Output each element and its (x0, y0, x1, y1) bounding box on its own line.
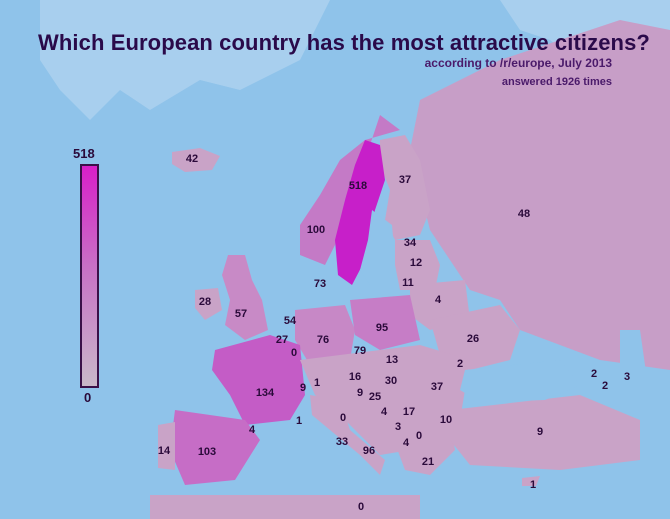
value-label-uk: 57 (235, 308, 247, 320)
value-label-estonia: 34 (404, 237, 417, 249)
value-label-russia: 48 (518, 208, 530, 220)
value-label-italy: 33 (336, 436, 348, 448)
value-label-georgia: 2 (591, 368, 597, 380)
value-label-poland: 95 (376, 322, 388, 334)
response-count: answered 1926 times (501, 76, 612, 88)
value-label-greece: 21 (422, 456, 434, 468)
value-label-bulgaria: 10 (440, 414, 452, 426)
value-label-slovenia: 9 (357, 387, 363, 399)
map-subtitle: according to /r/europe, July 2013 (424, 56, 612, 70)
value-label-romania: 37 (431, 381, 443, 393)
sweden-region (335, 140, 385, 285)
germany-region (295, 305, 355, 365)
value-label-liechtenstein: 1 (314, 377, 320, 389)
value-label-belarus: 4 (435, 294, 442, 306)
value-label-austria: 16 (349, 371, 361, 383)
value-label-slovakia: 13 (386, 354, 398, 366)
turkey-region (450, 395, 640, 470)
baltics-region (395, 240, 440, 290)
scale-min-label: 0 (84, 390, 92, 405)
value-label-monaco: 1 (296, 415, 302, 427)
value-label-turkey: 9 (537, 426, 543, 438)
north-africa (150, 495, 420, 519)
greenland-land (40, 0, 330, 120)
value-label-vatican: 96 (363, 445, 375, 457)
ukraine-region (430, 305, 520, 370)
value-label-ireland: 28 (199, 296, 211, 308)
value-label-macedonia: 4 (403, 437, 410, 449)
value-label-cyprus: 1 (530, 479, 536, 491)
cyprus-island (522, 476, 540, 486)
value-label-finland: 37 (399, 174, 411, 186)
value-label-ukraine: 26 (467, 333, 479, 345)
value-label-serbia: 17 (403, 406, 415, 418)
france-region (212, 335, 305, 425)
ireland-region (195, 288, 222, 320)
value-label-albania: 0 (340, 412, 346, 424)
value-label-iceland: 42 (186, 153, 198, 165)
russia-region (410, 20, 670, 370)
value-label-luxembourg: 0 (291, 347, 297, 359)
iceland-region (172, 148, 220, 172)
balkans-greece (390, 420, 455, 475)
baltic-sea (360, 210, 395, 285)
black-sea (460, 360, 580, 402)
color-scale-bar (80, 164, 99, 388)
value-label-portugal: 14 (158, 445, 171, 457)
value-label-france: 134 (256, 387, 275, 399)
portugal-region (158, 422, 175, 470)
value-label-bosnia: 4 (381, 406, 388, 418)
spain-region (170, 410, 260, 485)
value-label-germany: 76 (317, 334, 329, 346)
value-label-spain: 103 (198, 446, 216, 458)
value-label-lithuania: 11 (402, 277, 414, 289)
italy-region (310, 395, 385, 475)
value-label-hungary: 30 (385, 375, 397, 387)
value-label-denmark: 73 (314, 278, 326, 290)
value-label-croatia: 25 (369, 391, 381, 403)
finland-region (380, 135, 430, 240)
value-label-netherlands: 54 (284, 315, 297, 327)
value-label-switzerland: 9 (300, 382, 306, 394)
value-label-moldova: 2 (457, 358, 463, 370)
uk-region (222, 255, 268, 340)
value-label-malta: 0 (358, 501, 364, 513)
value-label-latvia: 12 (410, 257, 422, 269)
value-label-andorra: 4 (249, 424, 256, 436)
value-label-czech: 79 (354, 345, 366, 357)
poland-region (350, 295, 420, 350)
value-label-belgium: 27 (276, 334, 288, 346)
caspian-sea (620, 330, 650, 410)
value-label-kosovo: 0 (416, 430, 422, 442)
value-label-norway: 100 (307, 224, 325, 236)
value-label-armenia: 2 (602, 380, 608, 392)
value-label-sweden: 518 (349, 180, 367, 192)
scale-max-label: 518 (73, 146, 95, 161)
map-title: Which European country has the most attr… (38, 30, 650, 55)
value-label-azerbaijan: 3 (624, 371, 630, 383)
value-label-montenegro: 3 (395, 421, 401, 433)
